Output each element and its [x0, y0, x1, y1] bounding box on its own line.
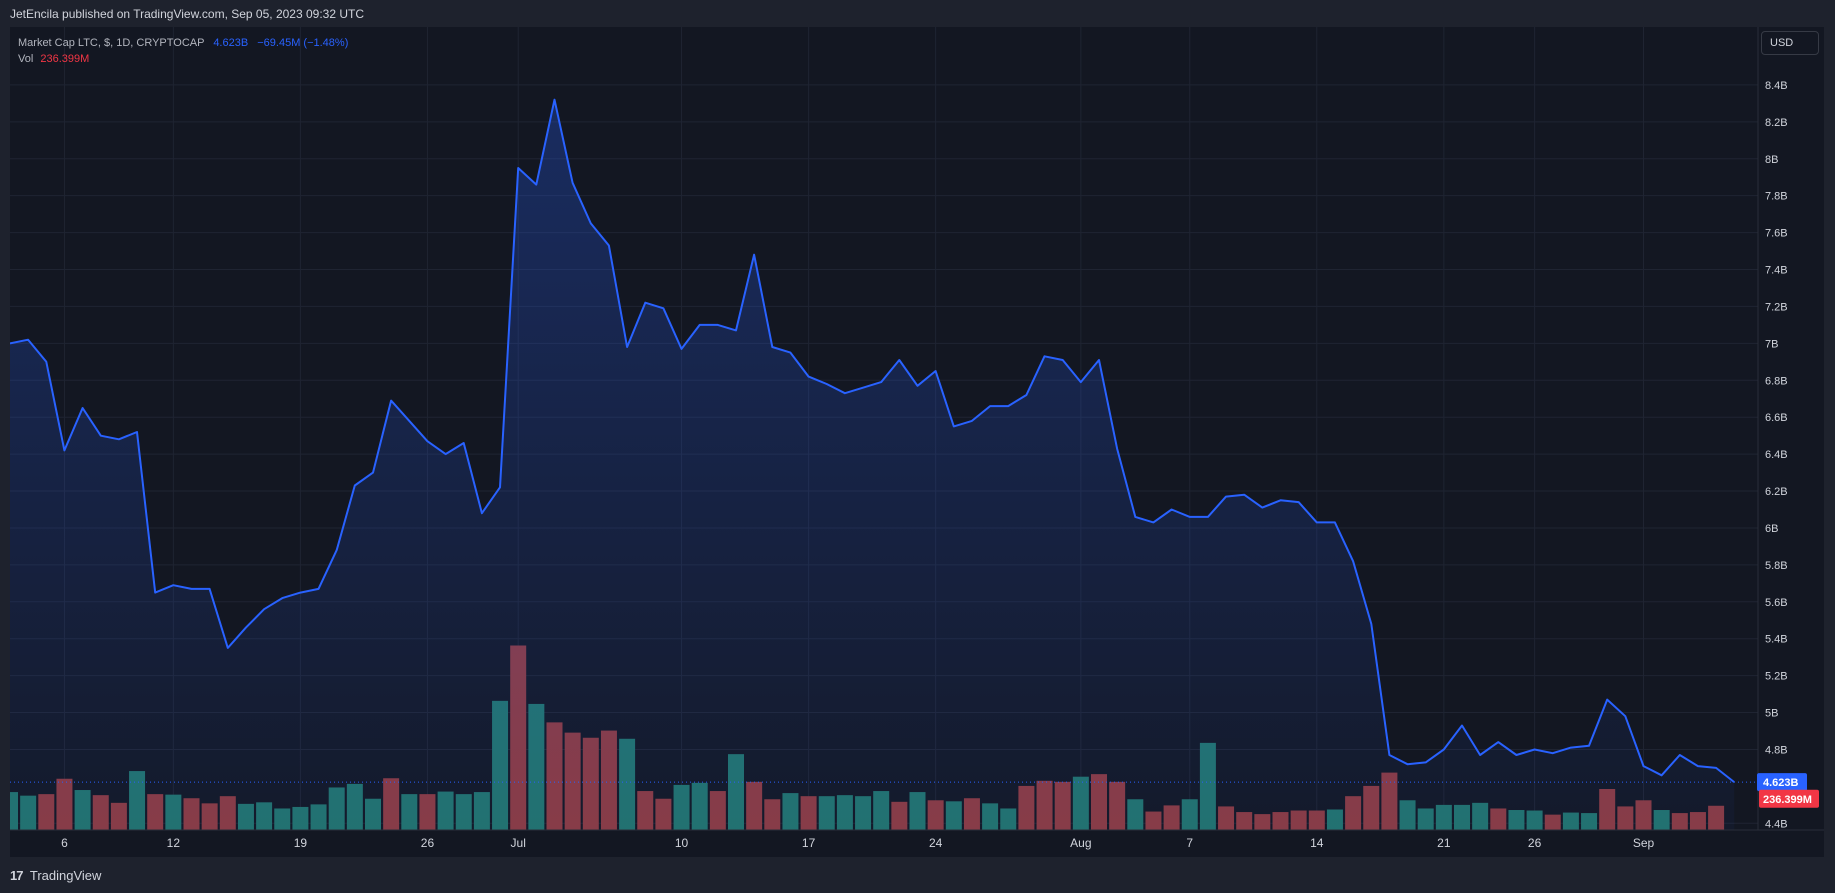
y-tick-label: 7B [1765, 338, 1778, 350]
svg-text:236.399M: 236.399M [1763, 794, 1812, 806]
y-tick-label: 6.6B [1765, 412, 1788, 424]
x-tick-label: Jul [511, 836, 526, 850]
publisher-text: JetEncila published on TradingView.com, … [10, 7, 364, 21]
y-tick-label: 6.4B [1765, 449, 1788, 461]
footer-brand-text: TradingView [29, 868, 102, 883]
x-tick-label: 21 [1437, 836, 1451, 850]
legend-vol-value: 236.399M [40, 53, 90, 65]
y-tick-label: 5.2B [1765, 671, 1788, 683]
x-tick-label: 10 [675, 836, 689, 850]
legend-symbol[interactable]: Market Cap LTC, $, 1D, CRYPTOCAP [18, 37, 205, 49]
y-tick-label: 7.6B [1765, 228, 1788, 240]
publisher-header: JetEncila published on TradingView.com, … [0, 0, 1835, 27]
y-tick-label: 5B [1765, 708, 1778, 720]
legend-change: −69.45M (−1.48%) [257, 37, 349, 49]
x-tick-label: 24 [929, 836, 943, 850]
market-cap-area [10, 99, 1735, 830]
x-tick-label: 26 [421, 836, 435, 850]
x-tick-label: 19 [294, 836, 308, 850]
x-tick-label: 14 [1310, 836, 1324, 850]
x-tick-label: Sep [1633, 836, 1655, 850]
x-tick-label: 26 [1528, 836, 1542, 850]
price-badge: 4.623B [1757, 773, 1807, 792]
legend-volume-row: Vol 236.399M [18, 51, 348, 67]
y-tick-label: 7.8B [1765, 191, 1788, 203]
legend-vol-label[interactable]: Vol [18, 53, 34, 65]
y-tick-label: 8.4B [1765, 80, 1788, 92]
chart-legend: Market Cap LTC, $, 1D, CRYPTOCAP 4.623B … [18, 35, 348, 67]
currency-button[interactable]: USD [1761, 31, 1819, 55]
x-tick-label: 17 [802, 836, 816, 850]
y-tick-label: 8B [1765, 154, 1778, 166]
legend-last-value: 4.623B [213, 37, 249, 49]
y-tick-label: 6.8B [1765, 375, 1788, 387]
market-cap-line [10, 98, 1735, 783]
y-tick-label: 8.2B [1765, 117, 1788, 129]
y-tick-label: 6B [1765, 523, 1778, 535]
y-tick-label: 5.6B [1765, 597, 1788, 609]
footer-brand[interactable]: 17 TradingView [10, 866, 101, 886]
x-tick-label: 12 [167, 836, 181, 850]
y-tick-label: 7.2B [1765, 301, 1788, 313]
y-tick-label: 7.4B [1765, 265, 1788, 277]
y-tick-label: 4.4B [1765, 818, 1788, 830]
legend-symbol-row: Market Cap LTC, $, 1D, CRYPTOCAP 4.623B … [18, 35, 348, 51]
volume-badge: 236.399M [1759, 789, 1819, 808]
x-tick-label: 6 [61, 836, 68, 850]
x-tick-label: Aug [1070, 836, 1091, 850]
y-tick-label: 6.2B [1765, 486, 1788, 498]
y-tick-label: 5.4B [1765, 634, 1788, 646]
y-tick-label: 5.8B [1765, 560, 1788, 572]
x-tick-label: 7 [1186, 836, 1193, 850]
y-tick-label: 4.8B [1765, 744, 1788, 756]
svg-text:4.623B: 4.623B [1763, 777, 1799, 789]
tradingview-logo-icon: 17 [10, 868, 24, 883]
